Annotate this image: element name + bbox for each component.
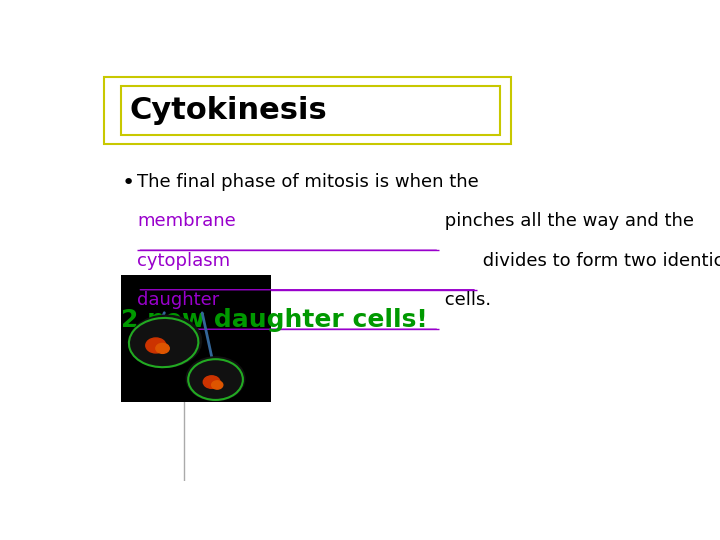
Text: Cytokinesis: Cytokinesis	[129, 96, 327, 125]
Text: cells.: cells.	[439, 292, 491, 309]
Text: •: •	[122, 173, 135, 193]
Bar	[121, 85, 500, 136]
Text: 2 new daughter cells!: 2 new daughter cells!	[121, 308, 428, 332]
Ellipse shape	[186, 357, 245, 401]
Circle shape	[203, 376, 220, 388]
Text: divides to form two identical: divides to form two identical	[477, 252, 720, 270]
Circle shape	[156, 343, 169, 353]
Text: membrane: membrane	[138, 212, 236, 231]
Bar	[104, 77, 511, 144]
Text: daughter: daughter	[138, 292, 220, 309]
Text: pinches all the way and the: pinches all the way and the	[439, 212, 694, 231]
Circle shape	[145, 338, 166, 353]
Bar	[121, 275, 271, 402]
Text: cytoplasm: cytoplasm	[138, 252, 230, 270]
Text: The final phase of mitosis is when the: The final phase of mitosis is when the	[138, 173, 485, 191]
Circle shape	[212, 381, 222, 389]
Ellipse shape	[129, 315, 202, 367]
